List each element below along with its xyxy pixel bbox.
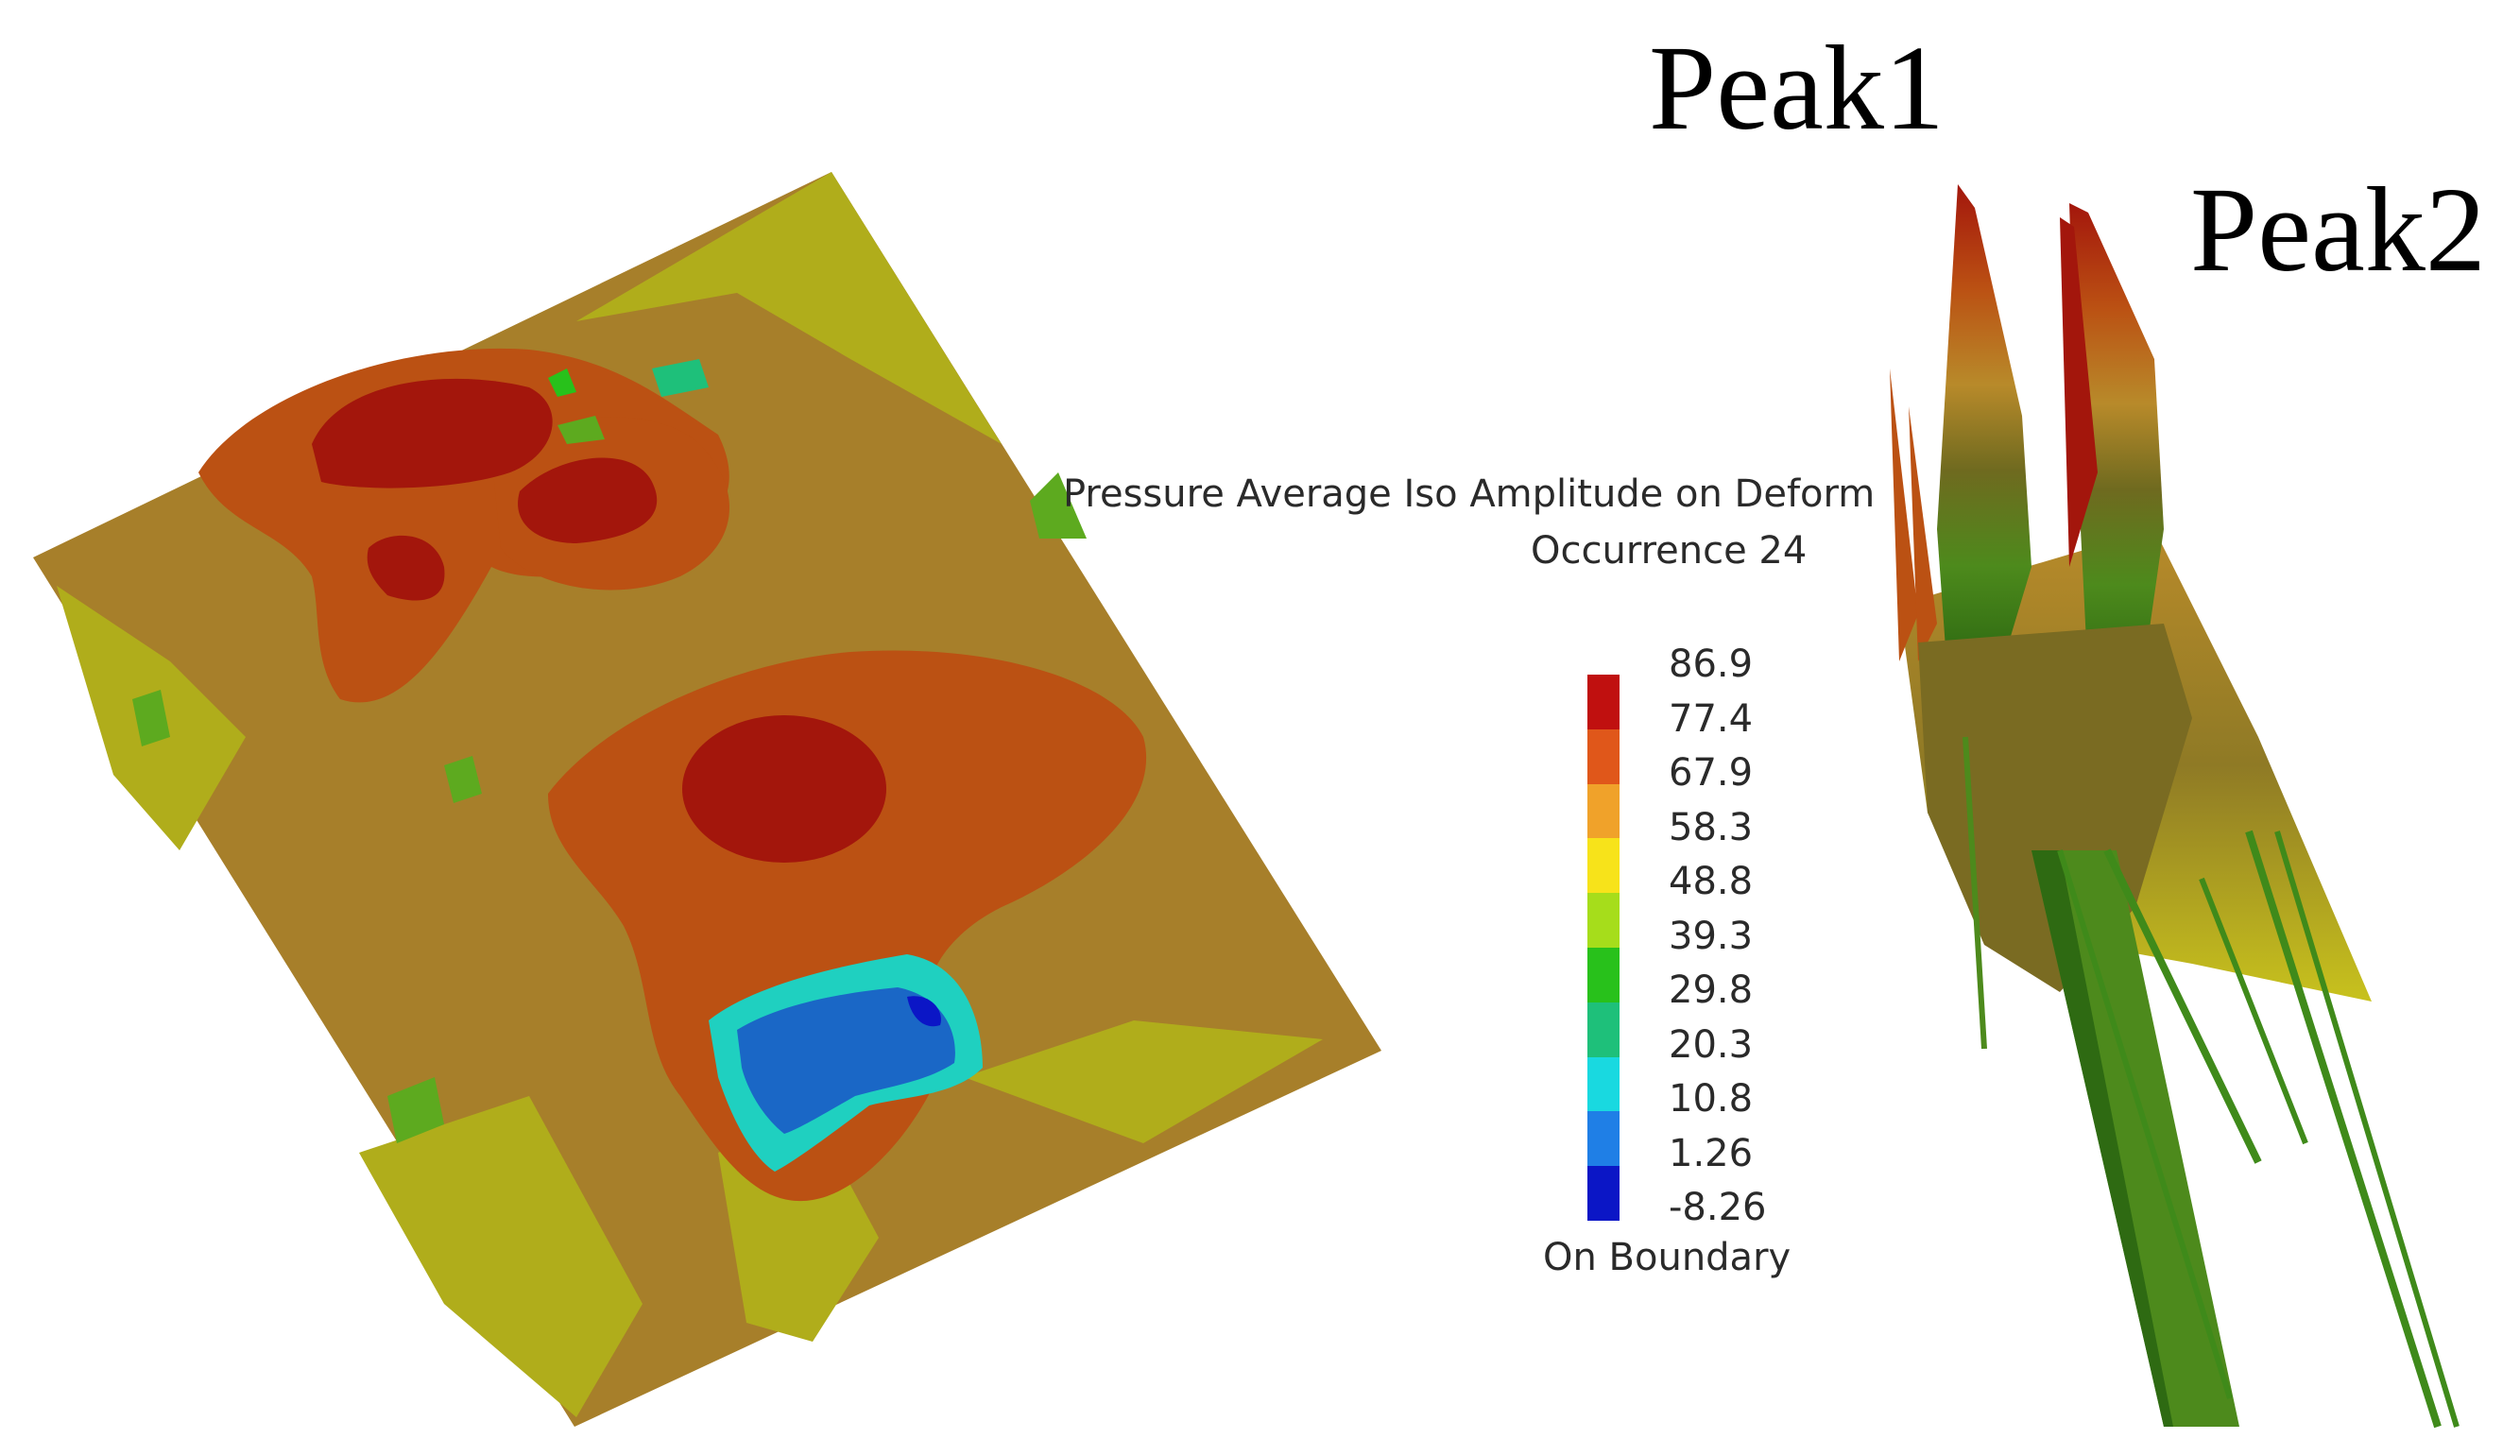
legend-swatch <box>1587 838 1620 894</box>
legend-swatch <box>1587 783 1620 839</box>
upper-red-blob-2 <box>518 457 658 543</box>
low-pressure-patch-inner <box>737 987 955 1134</box>
legend-tick-label: 10.8 <box>1669 1077 1754 1121</box>
legend-tick-label: 77.4 <box>1669 696 1754 741</box>
legend-tick-label: 1.26 <box>1669 1131 1754 1175</box>
legend-swatch <box>1587 1111 1620 1167</box>
legend-tick-label: 67.9 <box>1669 751 1754 795</box>
legend-tick-label: 58.3 <box>1669 805 1754 849</box>
plate-mid-right-yellow <box>1030 472 1087 539</box>
strand-5 <box>2199 877 2308 1145</box>
legend-tick-label: 29.8 <box>1669 968 1754 1012</box>
legend-swatch <box>1587 1166 1620 1222</box>
strand-6 <box>1963 736 1987 1050</box>
peak2-label: Peak2 <box>2190 163 2486 297</box>
upper-red-blob-1 <box>312 378 553 488</box>
legend-swatch <box>1587 893 1620 949</box>
green-spot-5 <box>132 690 170 746</box>
legend-tick-label: 86.9 <box>1669 642 1754 686</box>
green-spot-6 <box>387 1077 444 1143</box>
green-spot-4 <box>444 756 482 803</box>
plate-bottom-left-yellow <box>359 1096 643 1417</box>
peak1-label: Peak1 <box>1649 21 1945 155</box>
strand-4 <box>2274 831 2460 1428</box>
legend-swatch <box>1587 728 1620 785</box>
left-spike-1 <box>1890 368 1918 661</box>
upper-red-blob-3 <box>367 535 445 601</box>
legend-swatch <box>1587 1056 1620 1112</box>
legend-tick-label: 20.3 <box>1669 1022 1754 1067</box>
plate-bottom-right-yellow <box>964 1020 1323 1143</box>
legend-tick-label: -8.26 <box>1669 1186 1767 1229</box>
legend-swatch <box>1587 675 1620 730</box>
green-spot-1 <box>548 368 576 397</box>
legend-subtitle: Occurrence 24 <box>1531 529 1808 573</box>
legend-tick-label: 39.3 <box>1669 914 1754 958</box>
legend-swatch <box>1587 948 1620 1003</box>
peak1-spike <box>1937 184 2031 661</box>
peak2-side-spike <box>2060 217 2098 567</box>
strand-1 <box>2057 849 2233 1399</box>
legend-swatch <box>1587 1002 1620 1058</box>
peak2-spike <box>2069 203 2164 680</box>
left-spike-2 <box>1909 406 1937 661</box>
legend-color-bar <box>1587 675 1620 1222</box>
plate-top-yellow <box>576 172 1002 444</box>
green-spot-2 <box>652 359 709 397</box>
lower-red-blob <box>682 715 886 863</box>
descending-column-dark <box>2031 850 2173 1427</box>
strand-3 <box>2245 830 2442 1429</box>
green-spot-3 <box>557 416 605 444</box>
strand-2 <box>2103 848 2262 1164</box>
low-pressure-core <box>907 996 941 1027</box>
legend-tick-label: 48.8 <box>1669 860 1754 903</box>
legend-title: Pressure Average Iso Amplitude on Deform <box>1063 472 1876 516</box>
legend-footer: On Boundary <box>1543 1236 1791 1279</box>
